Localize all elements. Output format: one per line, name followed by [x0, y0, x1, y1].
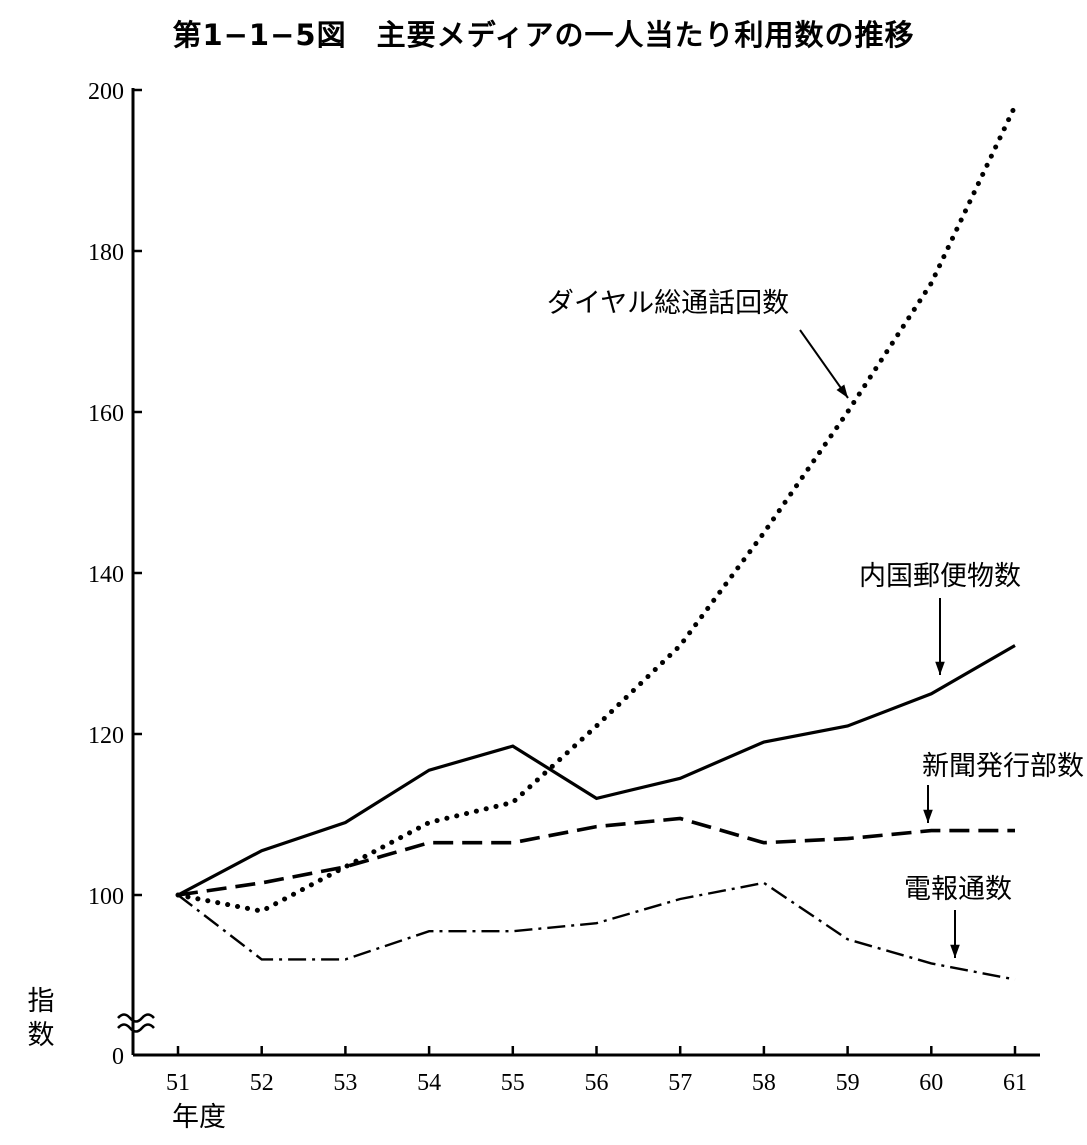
series-label: 電報通数	[904, 874, 1012, 905]
series-line-1	[175, 103, 1018, 914]
series-line-3	[177, 816, 1015, 897]
y-tick-label: 180	[88, 240, 124, 266]
y-tick-label: 200	[88, 79, 124, 105]
y-tick-label: 160	[88, 401, 124, 427]
arrow-head	[935, 661, 945, 675]
series-line-2	[177, 644, 1016, 897]
x-tick-label: 55	[501, 1070, 525, 1096]
y-axis-title-char: 数	[28, 1020, 55, 1051]
arrow-head	[923, 809, 933, 823]
y-tick-label: 0	[112, 1044, 124, 1070]
x-tick-label: 61	[1003, 1070, 1027, 1096]
x-axis-title: 年度	[172, 1102, 226, 1133]
y-ticks: 200 180 160 140 120 100 0 指数	[28, 79, 142, 1070]
x-tick-label: 54	[417, 1070, 441, 1096]
x-tick-label: 53	[333, 1070, 357, 1096]
chart-title: 第1−1−5図 主要メディアの一人当たり利用数の推移	[172, 18, 915, 52]
series-line-4	[177, 881, 1016, 981]
x-tick-label: 58	[752, 1070, 776, 1096]
x-tick-label: 52	[250, 1070, 274, 1096]
x-tick-label: 60	[919, 1070, 943, 1096]
series-lines	[175, 103, 1018, 981]
axis-break-mark	[117, 1023, 155, 1033]
x-tick-label: 56	[585, 1070, 609, 1096]
x-ticks: 51 52 53 54 55 56 57 58 59 60 61 年度	[166, 1046, 1027, 1133]
axis-break-mark	[117, 1013, 155, 1023]
series-label-arrow	[799, 329, 849, 399]
y-tick-label: 140	[88, 562, 124, 588]
x-tick-label: 57	[668, 1070, 692, 1096]
arrow-head	[950, 944, 960, 958]
y-tick-label: 100	[88, 884, 124, 910]
y-axis-title-char: 指	[28, 986, 55, 1017]
series-label: 新聞発行部数	[922, 751, 1084, 782]
x-tick-label: 59	[836, 1070, 860, 1096]
series-label: 内国郵便物数	[859, 561, 1021, 592]
series-label: ダイヤル総通話回数	[547, 288, 789, 319]
x-tick-label: 51	[166, 1070, 190, 1096]
arrow-head	[836, 384, 848, 398]
y-tick-label: 120	[88, 723, 124, 749]
